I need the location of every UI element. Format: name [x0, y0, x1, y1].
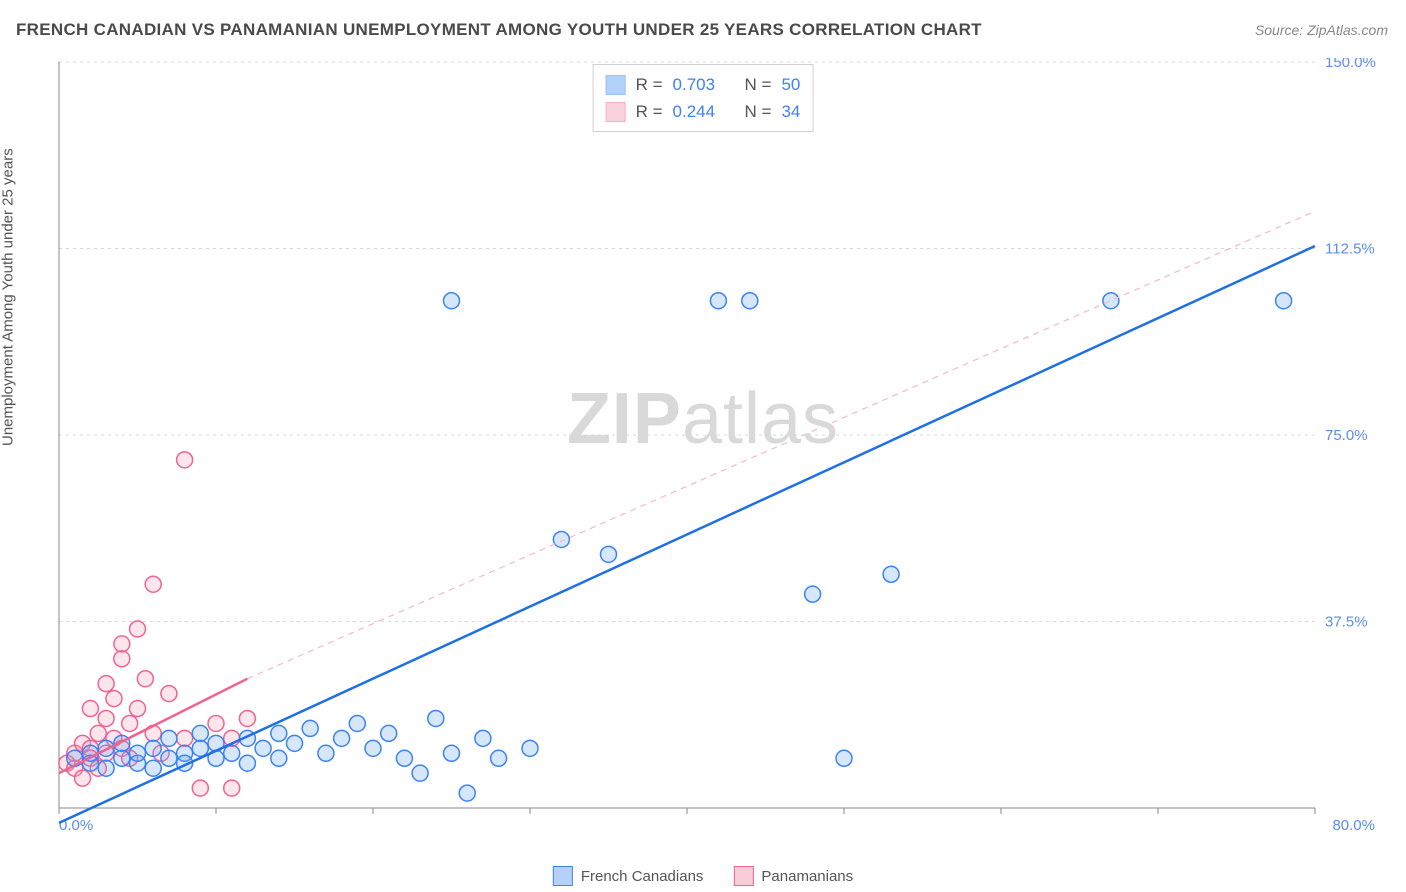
- legend-label: French Canadians: [581, 868, 704, 885]
- n-value: 50: [781, 71, 800, 98]
- n-label: N =: [745, 71, 772, 98]
- y-axis-label: Unemployment Among Youth under 25 years: [0, 148, 17, 446]
- series-legend-item: Panamanians: [733, 866, 853, 886]
- r-value: 0.244: [673, 98, 716, 125]
- chart-container: FRENCH CANADIAN VS PANAMANIAN UNEMPLOYME…: [0, 0, 1406, 892]
- chart-title: FRENCH CANADIAN VS PANAMANIAN UNEMPLOYME…: [16, 20, 982, 40]
- legend-swatch: [606, 75, 626, 95]
- r-label: R =: [636, 98, 663, 125]
- legend-label: Panamanians: [761, 868, 853, 885]
- r-label: R =: [636, 71, 663, 98]
- n-label: N =: [745, 98, 772, 125]
- svg-text:80.0%: 80.0%: [1332, 817, 1375, 834]
- series-legend: French Canadians Panamanians: [553, 866, 853, 886]
- n-value: 34: [781, 98, 800, 125]
- correlation-legend: R = 0.703 N = 50 R = 0.244 N = 34: [593, 64, 814, 132]
- legend-swatch: [733, 866, 753, 886]
- svg-text:150.0%: 150.0%: [1325, 58, 1376, 71]
- r-value: 0.703: [673, 71, 716, 98]
- legend-row: R = 0.703 N = 50: [606, 71, 801, 98]
- source-label: Source: ZipAtlas.com: [1255, 22, 1388, 38]
- scatter-plot: 37.5%75.0%112.5%150.0%0.0%80.0%: [55, 58, 1385, 838]
- legend-row: R = 0.244 N = 34: [606, 98, 801, 125]
- legend-swatch: [553, 866, 573, 886]
- svg-text:37.5%: 37.5%: [1325, 614, 1368, 631]
- legend-swatch: [606, 102, 626, 122]
- svg-text:75.0%: 75.0%: [1325, 427, 1368, 444]
- series-legend-item: French Canadians: [553, 866, 704, 886]
- svg-text:112.5%: 112.5%: [1325, 241, 1375, 258]
